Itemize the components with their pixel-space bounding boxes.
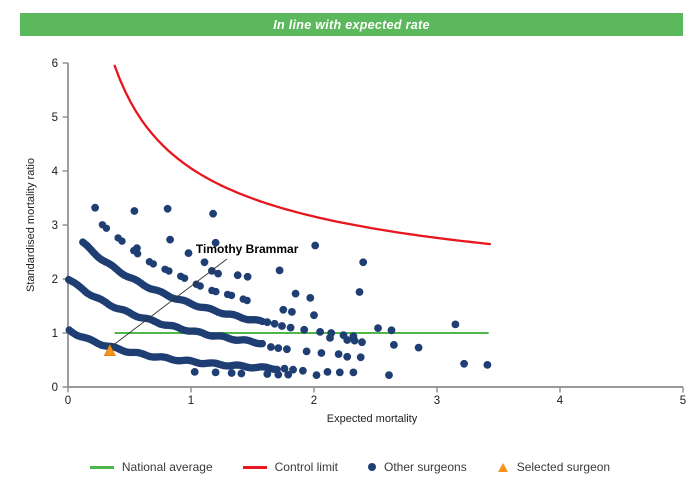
national-average-line-swatch xyxy=(89,465,114,469)
status-banner: In line with expected rate xyxy=(20,13,683,36)
legend-label-selected-surgeon: Selected surgeon xyxy=(516,460,611,474)
svg-text:1: 1 xyxy=(52,328,58,340)
control-limit-line-swatch xyxy=(242,465,267,469)
svg-text:5: 5 xyxy=(680,395,686,407)
svg-text:0: 0 xyxy=(65,395,71,407)
selected-surgeon-triangle-swatch xyxy=(497,462,508,472)
legend-label-control-limit: Control limit xyxy=(274,460,338,474)
x-axis-label: Expected mortality xyxy=(326,413,418,425)
svg-text:2: 2 xyxy=(311,395,317,407)
svg-text:1: 1 xyxy=(188,395,194,407)
svg-text:3: 3 xyxy=(52,220,58,232)
legend-item-selected-surgeon: Selected surgeon xyxy=(497,460,610,474)
svg-text:4: 4 xyxy=(52,166,59,178)
svg-text:5: 5 xyxy=(52,112,58,124)
other-surgeons-dot-swatch xyxy=(367,463,376,471)
status-banner-text: In line with expected rate xyxy=(273,17,430,32)
svg-text:6: 6 xyxy=(52,58,58,70)
y-axis-label: Standardised mortality ratio xyxy=(25,158,37,292)
svg-text:0: 0 xyxy=(52,382,58,394)
svg-text:3: 3 xyxy=(434,395,440,407)
legend-item-control-limit: Control limit xyxy=(242,460,338,474)
legend-label-other-surgeons: Other surgeons xyxy=(383,460,467,474)
chart-legend: National average Control limit Other sur… xyxy=(50,456,650,478)
legend-item-national-average: National average xyxy=(89,460,213,474)
legend-label-national-average: National average xyxy=(121,460,213,474)
legend-item-other-surgeons: Other surgeons xyxy=(367,460,467,474)
selected-surgeon-annotation: Timothy Brammar xyxy=(195,241,299,256)
svg-text:4: 4 xyxy=(557,395,564,407)
svg-text:2: 2 xyxy=(52,274,58,286)
